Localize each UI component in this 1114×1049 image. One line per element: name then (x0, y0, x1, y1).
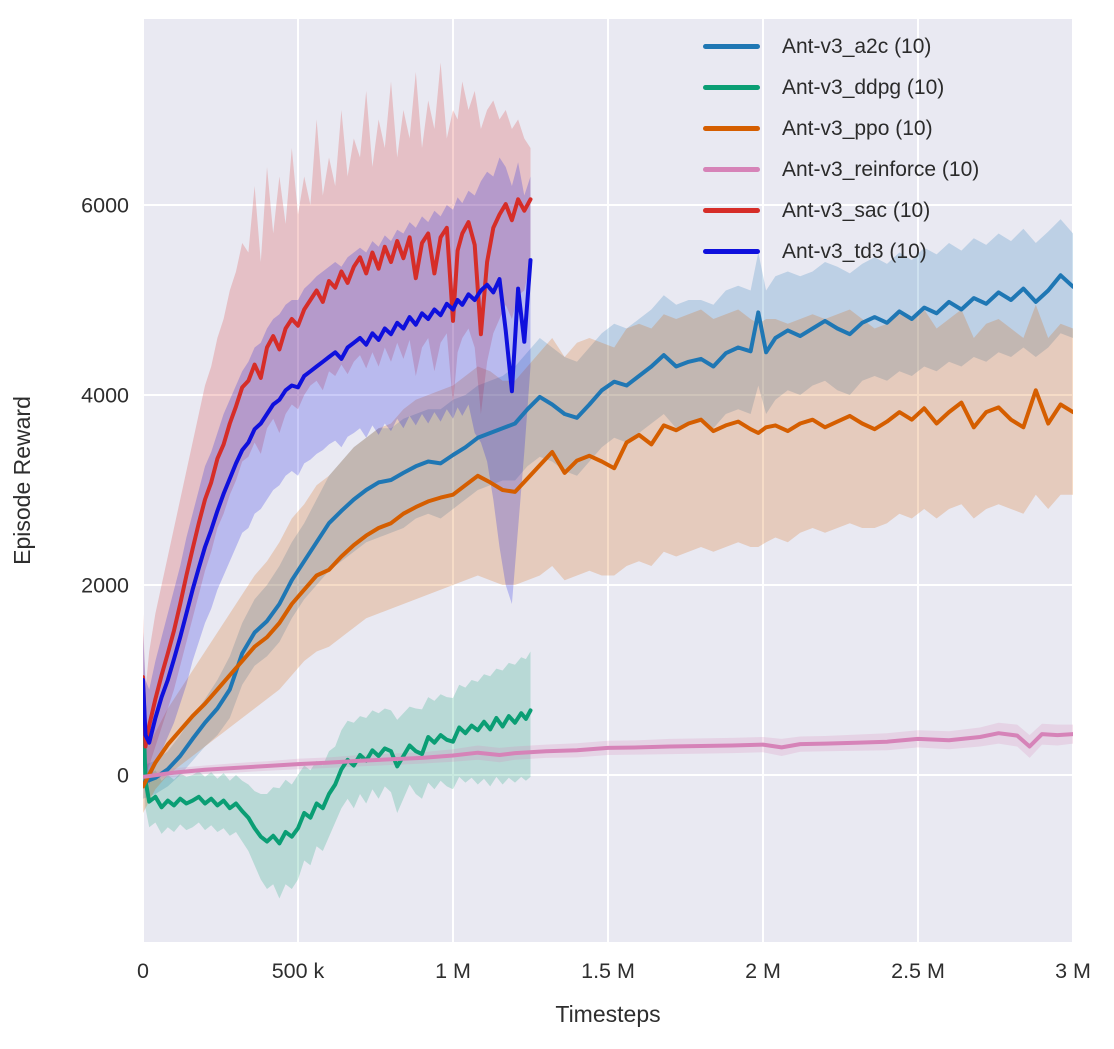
ant-v3-ppo-10-band (143, 304, 1073, 813)
ant-v3-ddpg-10-band (143, 651, 531, 899)
ant-v3-ddpg-10-line (143, 697, 533, 846)
x-tick-label: 1 M (435, 959, 471, 983)
legend-label: Ant-v3_reinforce (10) (782, 157, 980, 181)
legend-label: Ant-v3_sac (10) (782, 198, 931, 222)
legend-item-ant-v3-sac-10: Ant-v3_sac (10) (703, 190, 979, 231)
y-tick-label: 4000 (81, 384, 129, 408)
legend-label: Ant-v3_ppo (10) (782, 116, 933, 140)
legend-item-ant-v3-ppo-10: Ant-v3_ppo (10) (703, 108, 979, 149)
ant-v3-sac-10-band (143, 62, 531, 775)
x-tick-label: 500 k (272, 959, 325, 983)
x-axis-label: Timesteps (555, 1001, 660, 1027)
legend-line-swatch (703, 44, 760, 49)
legend-item-ant-v3-a2c-10: Ant-v3_a2c (10) (703, 26, 979, 67)
legend: Ant-v3_a2c (10) Ant-v3_ddpg (10) Ant-v3_pp… (703, 26, 979, 272)
ant-v3-a2c-10-band (143, 219, 1073, 799)
legend-label: Ant-v3_td3 (10) (782, 239, 927, 263)
x-tick-label: 1.5 M (581, 959, 635, 983)
legend-line-swatch (703, 85, 760, 90)
ant-v3-a2c-10-line (143, 273, 1073, 785)
legend-line-swatch (703, 208, 760, 213)
ant-v3-sac-10-line (143, 197, 533, 749)
x-tick-label: 3 M (1055, 959, 1091, 983)
y-tick-label: 6000 (81, 194, 129, 218)
y-axis-label: Episode Reward (9, 396, 35, 565)
legend-label: Ant-v3_a2c (10) (782, 34, 932, 58)
legend-line-swatch (703, 126, 760, 131)
legend-line-swatch (703, 167, 760, 172)
legend-item-ant-v3-reinforce-10: Ant-v3_reinforce (10) (703, 149, 979, 190)
legend-item-ant-v3-td3-10: Ant-v3_td3 (10) (703, 231, 979, 272)
y-tick-label: 2000 (81, 573, 129, 597)
ant-v3-ppo-10-line (143, 388, 1073, 789)
y-tick-label: 0 (117, 763, 129, 787)
ant-v3-reinforce-10-line (143, 731, 1073, 779)
ant-v3-td3-10-line (143, 258, 533, 745)
legend-item-ant-v3-ddpg-10: Ant-v3_ddpg (10) (703, 67, 979, 108)
x-tick-label: 2.5 M (891, 959, 945, 983)
x-tick-label: 2 M (745, 959, 781, 983)
x-tick-label: 0 (137, 959, 149, 983)
ant-v3-reinforce-10-band (143, 722, 1073, 781)
legend-label: Ant-v3_ddpg (10) (782, 75, 945, 99)
legend-line-swatch (703, 249, 760, 254)
